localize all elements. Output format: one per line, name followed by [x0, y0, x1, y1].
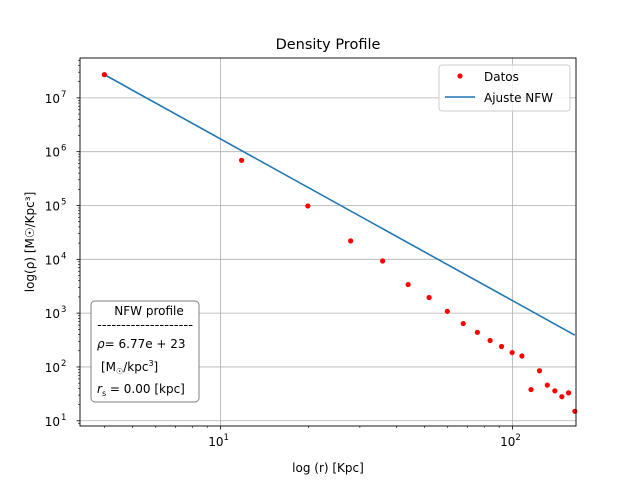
data-point — [101, 72, 107, 78]
y-tick-label: 10 — [45, 199, 60, 213]
series-layer — [101, 72, 578, 414]
annotation-rho-symbol: ρ — [97, 337, 105, 351]
annotation-rs-subscript: s — [102, 389, 106, 398]
x-tick-label-exponent: 2 — [515, 433, 520, 443]
chart-title: Density Profile — [276, 37, 381, 53]
annotation-rho: ρ= 6.77e + 23 — [97, 337, 186, 351]
data-point — [509, 349, 515, 356]
data-point — [487, 337, 493, 344]
y-tick-label-exponent: 3 — [61, 305, 66, 315]
x-axis: 101 102 — [104, 426, 521, 449]
nfw-fit-line — [104, 73, 576, 336]
y-tick-label-exponent: 2 — [61, 359, 66, 369]
y-tick-label-base: 10 — [45, 92, 60, 106]
data-point — [426, 294, 432, 301]
data-point — [444, 308, 450, 314]
data-point — [305, 203, 311, 209]
data-point — [565, 390, 572, 396]
annotation-units-prefix: [M — [101, 360, 116, 374]
data-point — [238, 157, 245, 163]
nfw-annotation: NFW profile -------------------- ρ= 6.77… — [90, 300, 200, 403]
y-tick-label: 10 — [45, 146, 60, 160]
y-tick-label: 10 — [45, 307, 60, 321]
data-point — [544, 382, 550, 388]
legend-label-nfw: Ajuste NFW — [484, 91, 553, 105]
data-point — [498, 343, 505, 350]
legend: Datos Ajuste NFW — [438, 64, 571, 112]
annotation-rs: rs = 0.00 [kpc] — [97, 382, 185, 398]
data-point — [380, 258, 386, 264]
y-tick-label: 10 — [45, 92, 60, 106]
legend-marker-datos — [457, 73, 463, 79]
data-point — [405, 281, 411, 288]
y-tick-label-exponent: 7 — [61, 90, 66, 100]
annotation-title: NFW profile — [114, 304, 183, 318]
y-tick-label: 10 — [45, 415, 60, 429]
x-tick-label: 101 — [208, 433, 229, 449]
axes-frame — [79, 57, 577, 427]
y-tick-label-base: 10 — [45, 415, 60, 429]
data-point — [572, 408, 578, 414]
annotation-rho-value: = 6.77e + 23 — [105, 337, 186, 351]
legend-label-datos: Datos — [484, 70, 519, 84]
annotation-rs-symbol: r — [97, 382, 103, 396]
data-point — [348, 238, 354, 244]
data-point — [559, 394, 565, 400]
plot-area — [80, 58, 578, 426]
y-tick-label: 10 — [45, 253, 60, 267]
annotation-units-sun: ☉ — [116, 367, 123, 376]
y-tick-label-exponent: 6 — [61, 144, 66, 154]
y-tick-label: 10 — [45, 361, 60, 375]
y-tick-label-exponent: 5 — [61, 197, 66, 207]
annotation-units: [M☉/kpc3] — [101, 359, 158, 376]
annotation-units-suffix: ] — [154, 360, 159, 374]
x-axis-label: log (r) [Kpc] — [292, 461, 364, 475]
annotation-units-exp: 3 — [148, 359, 153, 368]
data-point — [460, 320, 466, 327]
x-tick-label-exponent: 1 — [223, 433, 228, 443]
annotation-box — [90, 300, 200, 403]
data-point — [519, 353, 525, 359]
y-tick-label-base: 10 — [45, 253, 60, 267]
data-point — [474, 329, 480, 335]
y-tick-label-base: 10 — [45, 146, 60, 160]
x-tick-label: 102 — [500, 433, 521, 449]
annotation-units-mid: /kpc — [123, 360, 148, 374]
x-tick-label-base: 10 — [208, 435, 223, 449]
legend-box — [438, 64, 571, 112]
annotation-separator: -------------------- — [97, 318, 193, 332]
y-tick-label-base: 10 — [45, 199, 60, 213]
y-axis-label: log(ρ) [M☉/Kpc³] — [23, 192, 37, 293]
y-tick-label-exponent: 4 — [61, 251, 66, 261]
y-tick-label-exponent: 1 — [61, 413, 66, 423]
data-point — [552, 388, 558, 394]
y-tick-label-base: 10 — [45, 307, 60, 321]
data-point — [528, 386, 534, 393]
x-tick-label-base: 10 — [500, 435, 515, 449]
annotation-rs-value: = 0.00 [kpc] — [106, 382, 185, 396]
y-tick-label-base: 10 — [45, 361, 60, 375]
data-point — [536, 368, 543, 374]
